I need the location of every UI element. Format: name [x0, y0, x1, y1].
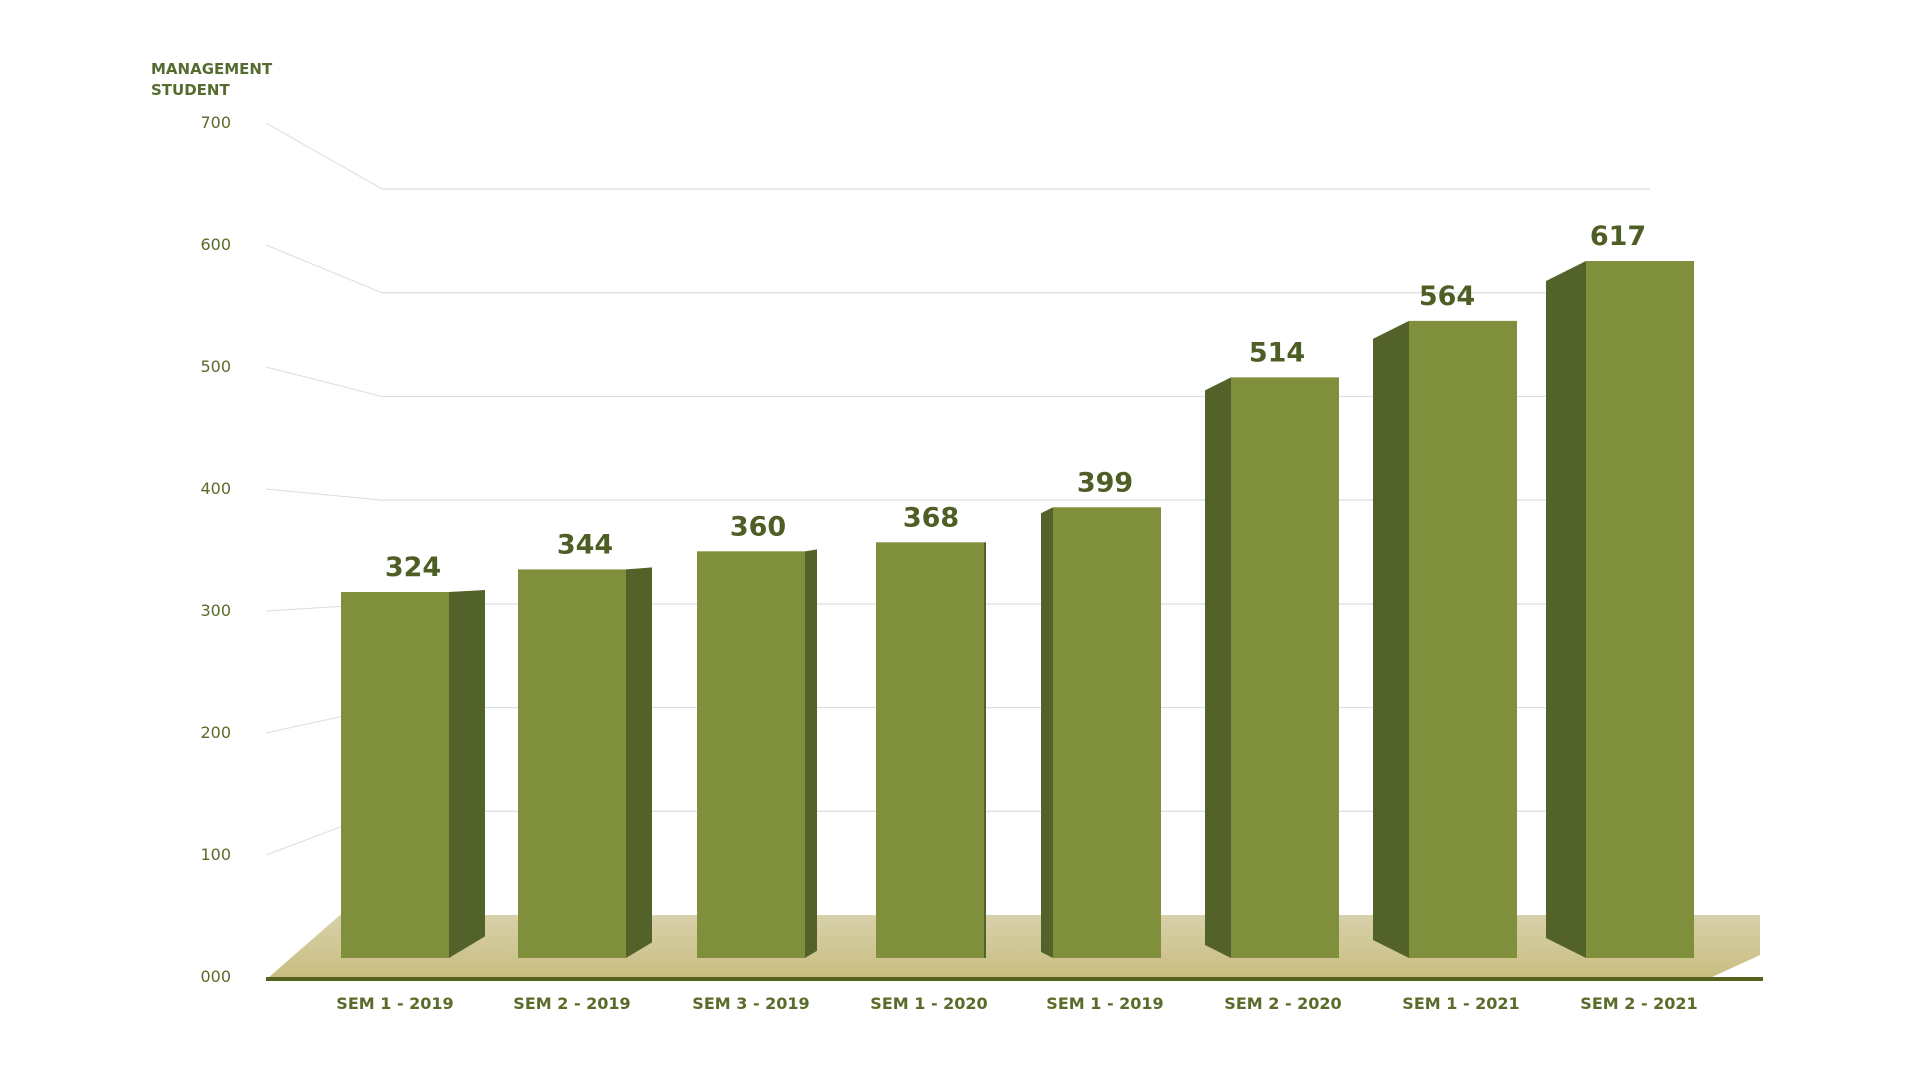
data-label: 399 — [1077, 467, 1133, 498]
chart-floor — [268, 915, 1760, 978]
x-category-label: SEM 1 - 2019 — [1046, 994, 1163, 1013]
y-tick-label: 000 — [200, 967, 231, 986]
bar-side — [1546, 261, 1586, 958]
bar-side — [1373, 320, 1409, 958]
y-axis-title-line-1: MANAGEMENT — [151, 60, 273, 78]
y-tick-label: 600 — [200, 235, 231, 254]
x-category-label: SEM 2 - 2019 — [513, 994, 630, 1013]
bar-side — [805, 549, 817, 958]
data-label: 564 — [1419, 281, 1475, 312]
y-tick-label: 200 — [200, 723, 231, 742]
data-label: 324 — [385, 552, 441, 583]
data-label: 360 — [730, 511, 786, 542]
bar-side — [449, 589, 485, 958]
data-label: 514 — [1249, 337, 1305, 368]
data-labels: 324 344 360 368 399 514 564 617 — [385, 221, 1646, 583]
data-label: 368 — [903, 502, 959, 533]
bar-side — [984, 542, 986, 958]
grid-line-diagonal — [265, 244, 383, 294]
bar-side — [626, 567, 652, 958]
bar — [1586, 261, 1694, 958]
y-axis-title-line-2: STUDENT — [151, 81, 230, 99]
bar — [876, 542, 984, 958]
x-axis-categories: SEM 1 - 2019 SEM 2 - 2019 SEM 3 - 2019 S… — [336, 994, 1697, 1013]
bar — [1231, 377, 1339, 958]
x-category-label: SEM 1 - 2019 — [336, 994, 453, 1013]
y-tick-label: 300 — [200, 601, 231, 620]
grid-line-diagonal — [265, 366, 383, 397]
bar — [341, 591, 449, 958]
y-tick-label: 400 — [200, 479, 231, 498]
bar — [1409, 320, 1517, 958]
y-axis-ticks: 000 100 200 300 400 500 600 700 — [200, 113, 231, 986]
x-category-label: SEM 2 - 2020 — [1224, 994, 1341, 1013]
x-category-label: SEM 1 - 2021 — [1402, 994, 1519, 1013]
bar-side — [1205, 377, 1231, 958]
y-tick-label: 500 — [200, 357, 231, 376]
bar-side — [1041, 507, 1053, 958]
grid-line-diagonal — [265, 488, 383, 501]
x-category-label: SEM 1 - 2020 — [870, 994, 987, 1013]
grid-line-diagonal — [265, 122, 383, 190]
y-tick-label: 700 — [200, 113, 231, 132]
data-label: 617 — [1590, 221, 1646, 252]
bar — [697, 551, 805, 958]
x-category-label: SEM 3 - 2019 — [692, 994, 809, 1013]
bars — [341, 261, 1694, 958]
bar — [1053, 507, 1161, 958]
x-category-label: SEM 2 - 2021 — [1580, 994, 1697, 1013]
bar — [518, 569, 626, 958]
data-label: 344 — [557, 529, 613, 560]
y-tick-label: 100 — [200, 845, 231, 864]
